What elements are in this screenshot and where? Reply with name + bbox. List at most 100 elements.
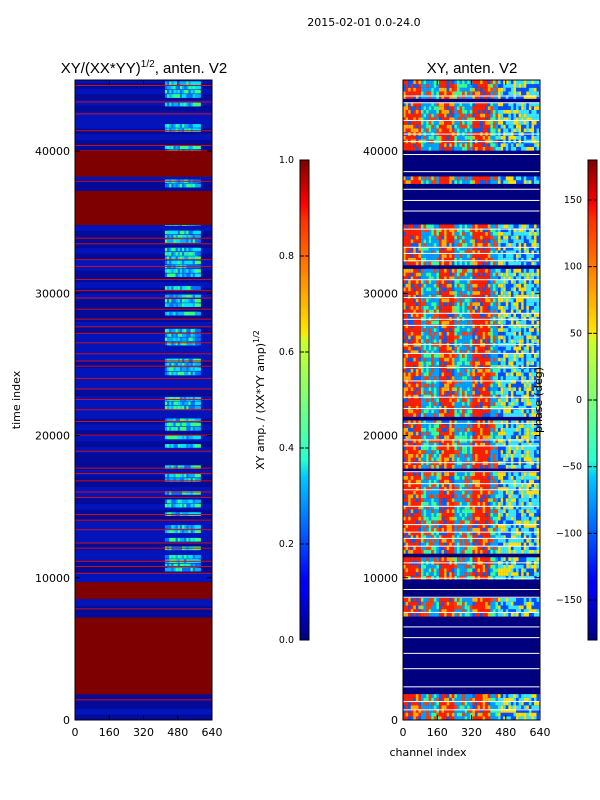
phase-cell	[518, 424, 522, 428]
phase-cell	[408, 708, 411, 713]
phase-cell	[413, 361, 416, 366]
phase-cell	[480, 531, 483, 536]
phase-cell	[521, 424, 524, 428]
phase-cell	[444, 575, 447, 580]
phase-cell	[503, 538, 506, 543]
phase-cell	[528, 390, 532, 395]
phase-cell	[477, 457, 481, 462]
phase-cell	[418, 494, 422, 499]
phase-cell	[536, 520, 540, 525]
phase-cell	[536, 697, 540, 702]
phase-cell	[503, 516, 506, 521]
phase-cell	[521, 446, 524, 451]
phase-cell	[462, 605, 465, 610]
phase-cell	[451, 708, 455, 713]
phase-cell	[420, 442, 424, 447]
phase-cell	[490, 394, 494, 399]
phase-cell	[433, 601, 437, 606]
phase-cell	[472, 575, 476, 580]
phase-cell	[428, 557, 432, 562]
phase-cell	[508, 383, 512, 388]
phase-cell	[472, 572, 476, 576]
phase-cell	[405, 353, 409, 358]
phase-cell	[490, 398, 494, 403]
phase-cell	[467, 427, 470, 432]
phase-cell	[513, 398, 517, 403]
amplitude-bright-cell	[194, 503, 201, 508]
phase-cell	[472, 568, 476, 573]
phase-cell	[431, 501, 434, 506]
phase-cell	[462, 390, 465, 395]
phase-cell	[459, 435, 463, 440]
phase-cell	[438, 612, 442, 617]
phase-cell	[482, 572, 486, 576]
phase-cell	[410, 413, 414, 417]
phase-cell	[451, 612, 455, 617]
phase-cell	[428, 605, 432, 610]
phase-cell	[526, 424, 529, 428]
phase-cell	[534, 475, 537, 480]
phase-cell	[474, 427, 478, 432]
phase-cell	[420, 394, 424, 399]
phase-cell	[523, 694, 527, 698]
phase-cell	[469, 516, 473, 521]
phase-cell	[408, 427, 411, 432]
phase-cell	[444, 357, 447, 362]
phase-cell	[418, 501, 422, 506]
phase-cell	[415, 365, 419, 369]
phase-cell	[423, 557, 427, 562]
phase-cell	[413, 535, 416, 539]
phase-cell	[531, 494, 535, 499]
phase-cell	[410, 398, 414, 403]
phase-cell	[474, 697, 478, 702]
phase-cell	[536, 450, 540, 454]
phase-cell	[482, 516, 486, 521]
phase-cell	[472, 705, 476, 710]
phase-cell	[528, 516, 532, 521]
phase-cell	[477, 483, 481, 488]
phase-cell	[431, 405, 434, 410]
phase-cell	[456, 446, 460, 451]
phase-cell	[426, 361, 429, 366]
phase-cell	[462, 516, 465, 521]
phase-cell	[413, 368, 416, 373]
phase-cell	[480, 564, 483, 569]
phase-cell	[503, 612, 506, 617]
phase-cell	[492, 383, 496, 388]
phase-cell	[441, 442, 445, 447]
phase-cell	[459, 424, 463, 428]
phase-cell	[521, 487, 524, 491]
phase-cell	[436, 372, 440, 377]
phase-cell	[498, 450, 501, 454]
phase-cell	[403, 405, 406, 410]
phase-cell	[500, 450, 504, 454]
phase-cell	[531, 431, 535, 436]
phase-cell	[521, 357, 524, 362]
phase-cell	[472, 520, 476, 525]
phase-cell	[487, 535, 491, 539]
phase-cell	[449, 420, 452, 425]
amplitude-flag-line	[75, 237, 212, 239]
phase-cell	[508, 365, 512, 369]
phase-cell	[516, 516, 519, 521]
phase-cell	[498, 509, 501, 514]
phase-cell	[482, 605, 486, 610]
phase-cell	[505, 527, 509, 532]
phase-cell	[438, 357, 442, 362]
phase-cell	[403, 524, 406, 528]
phase-cell	[492, 498, 496, 502]
phase-cell	[505, 535, 509, 539]
phase-cell	[423, 535, 427, 539]
phase-cell	[467, 365, 470, 369]
phase-cell	[456, 372, 460, 377]
phase-cell	[464, 446, 468, 451]
phase-cell	[462, 472, 465, 477]
phase-cell	[492, 535, 496, 539]
phase-cell	[480, 542, 483, 547]
phase-cell	[510, 435, 514, 440]
phase-cell	[431, 409, 434, 414]
phase-cell	[441, 376, 445, 380]
phase-cell	[449, 453, 452, 458]
phase-cell	[446, 505, 450, 510]
phase-cell	[428, 568, 432, 573]
